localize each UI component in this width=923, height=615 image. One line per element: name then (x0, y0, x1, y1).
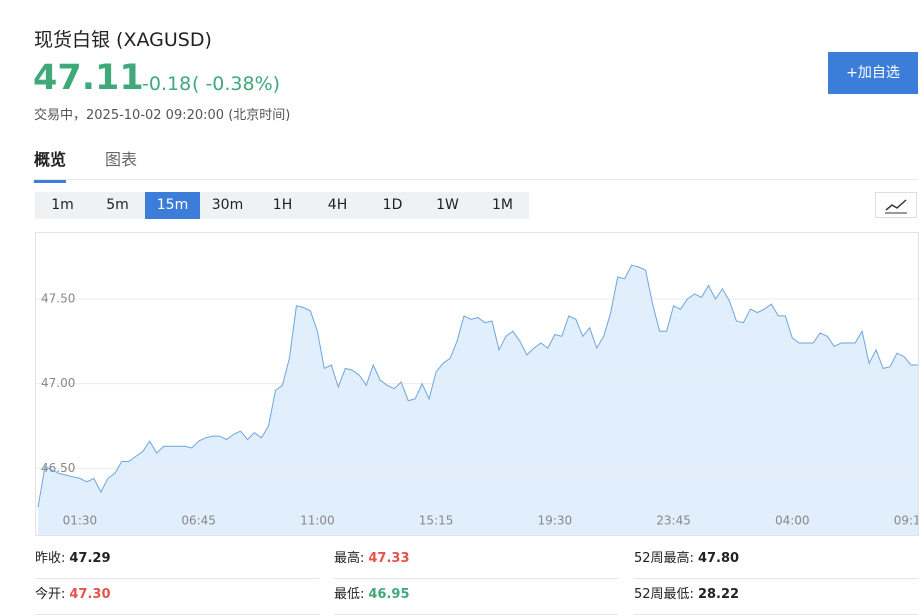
intervals: 1m 5m 15m 30m 1H 4H 1D 1W 1M (35, 192, 529, 219)
chart: 46.50 47.00 47.50 01:30 06:45 11:00 15:15 19:30… (35, 232, 919, 536)
stat-label: 今开: (35, 587, 66, 602)
stat: 昨收: 47.29 (35, 541, 319, 579)
line (37, 264, 918, 508)
stat-value: 47.30 (69, 587, 111, 602)
status: 交易中，2025-10-02 09:20:00 (北京时间) (34, 108, 291, 123)
stat-label: 最低: (334, 587, 365, 602)
area (38, 265, 918, 535)
chart-icon (885, 199, 907, 214)
x-tick-label: 23:45 (656, 514, 691, 528)
chart-type-button[interactable] (875, 192, 917, 218)
add-watchlist[interactable]: +加自选 (828, 52, 918, 94)
stat-label: 最高: (334, 551, 365, 566)
y-tick-label: 47.00 (41, 376, 75, 390)
stat: 今开: 47.30 (35, 577, 319, 615)
interval-button[interactable]: 1W (436, 197, 459, 213)
stat-value: 47.80 (697, 551, 740, 566)
x-tick-label: 09:15 (894, 514, 919, 528)
interval-button[interactable]: 15m (145, 192, 200, 219)
stat-label: 52周最低: (634, 587, 694, 602)
interval-button[interactable]: 30m (211, 197, 244, 213)
interval-button[interactable]: 4H (327, 197, 348, 213)
tabs: 概览 图表 (34, 146, 918, 183)
stat-value: 46.95 (368, 587, 410, 602)
interval-button[interactable]: 1H (272, 197, 293, 213)
change-pct: ( -0.38%) (192, 73, 281, 95)
tab[interactable]: 图表 (105, 150, 138, 169)
interval-button[interactable]: 1D (382, 197, 403, 213)
stat: 52周最低: 28.22 (634, 577, 918, 615)
interval-button[interactable]: 1M (492, 197, 513, 213)
title: 现货白银 (XAGUSD) (34, 29, 212, 51)
tab[interactable]: 概览 (34, 146, 67, 183)
x-tick-label: 04:00 (775, 514, 810, 528)
stat-label: 昨收: (35, 551, 66, 566)
x-tick-label: 15:15 (419, 514, 454, 528)
stat-value: 28.22 (697, 587, 740, 602)
price: 47.11 (33, 58, 144, 98)
stat-value: 47.29 (69, 551, 111, 566)
change: -0.18 (142, 73, 192, 95)
stat-label: 52周最高: (634, 551, 694, 566)
stat: 最低: 46.95 (334, 577, 618, 615)
y-tick-label: 47.50 (41, 292, 75, 306)
stat: 52周最高: 47.80 (634, 541, 918, 579)
x-tick-label: 01:30 (63, 514, 98, 528)
stat-value: 47.33 (368, 551, 410, 566)
x-tick-label: 19:30 (538, 514, 573, 528)
y-tick-label: 46.50 (41, 461, 75, 475)
x-tick-label: 06:45 (181, 514, 216, 528)
x-tick-label: 11:00 (300, 514, 335, 528)
interval-button[interactable]: 5m (106, 197, 129, 213)
interval-button[interactable]: 1m (51, 197, 74, 213)
stat: 最高: 47.33 (334, 541, 618, 579)
